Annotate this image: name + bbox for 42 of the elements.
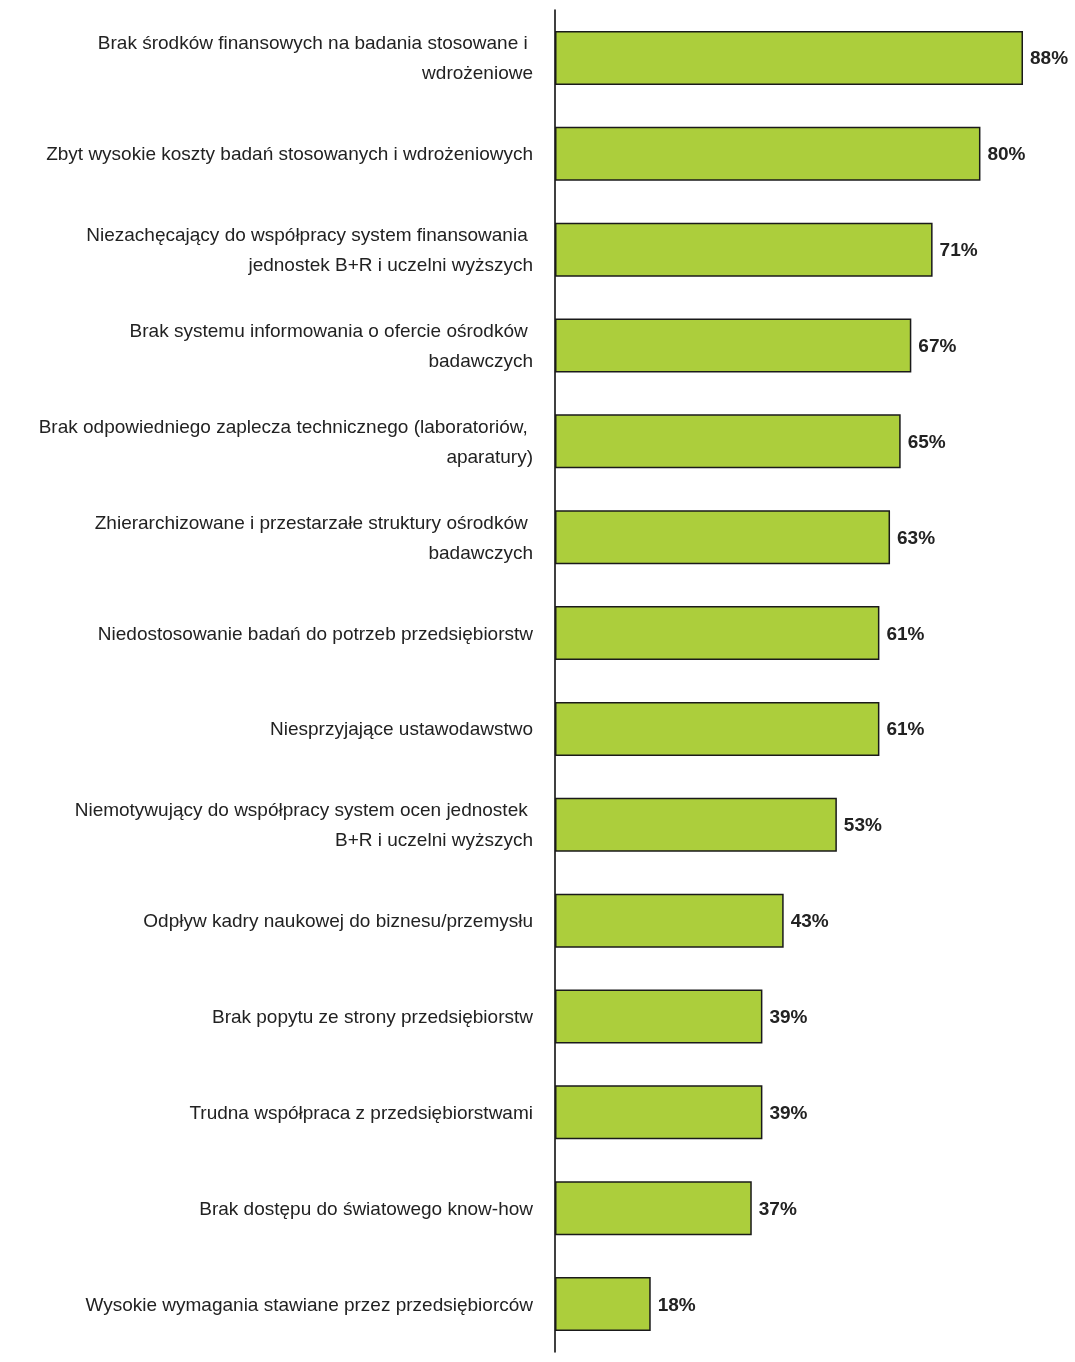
data-label: 71% <box>939 239 978 261</box>
bar <box>555 1181 752 1236</box>
bar <box>555 222 933 277</box>
bar <box>555 797 837 852</box>
y-tick-label: Zhierarchizowane i przestarzałe struktury ośrodków badawczych <box>94 511 533 563</box>
data-label: 61% <box>886 718 925 740</box>
y-tick-label: Niesprzyjające ustawodawstwo <box>270 718 533 740</box>
y-tick-label: Brak środków finansowych na badania stosowane i wdrożeniowe <box>97 32 533 84</box>
y-tick-label: Brak odpowiedniego zaplecza technicznego (laboratoriów, aparatury) <box>38 415 533 467</box>
y-tick-label: Wysokie wymagania stawiane przez przedsiębiorców <box>85 1293 534 1315</box>
y-tick-label: Niemotywujący do współpracy system ocen jednostek B+R i uczelni wyższych <box>74 799 533 851</box>
data-label: 43% <box>790 910 829 932</box>
bar <box>555 893 784 948</box>
bar <box>555 989 763 1044</box>
y-tick-label: Trudna współpraca z przedsiębiorstwami <box>189 1101 533 1123</box>
data-label: 18% <box>657 1293 696 1315</box>
bar <box>555 510 891 565</box>
bar <box>555 126 981 181</box>
y-tick-label: Brak systemu informowania o ofercie ośrodków badawczych <box>129 320 533 371</box>
data-label: 61% <box>886 622 925 644</box>
y-tick-label: Niedostosowanie badań do potrzeb przedsiębiorstw <box>97 622 534 644</box>
y-tick-label: Odpływ kadry naukowej do biznesu/przemysłu <box>143 910 533 932</box>
bar <box>555 1085 763 1140</box>
y-tick-label: Niezachęcający do współpracy system finansowania jednostek B+R i uczelni wyższych <box>86 224 533 276</box>
y-tick-label: Brak popytu ze strony przedsiębiorstw <box>211 1006 534 1027</box>
data-label: 63% <box>897 526 936 548</box>
bar <box>555 606 880 661</box>
bar <box>555 318 912 373</box>
data-label: 39% <box>769 1006 808 1027</box>
data-label: 88% <box>1030 47 1069 69</box>
y-tick-label: Brak dostępu do światowego know-how <box>199 1197 534 1219</box>
data-label: 39% <box>769 1101 808 1123</box>
bar <box>555 1277 651 1332</box>
data-label: 80% <box>987 143 1026 165</box>
y-tick-label: Zbyt wysokie koszty badań stosowanych i wdrożeniowych <box>46 143 533 165</box>
bar <box>555 414 901 469</box>
data-label: 37% <box>758 1197 797 1219</box>
bar <box>555 701 880 756</box>
bar <box>555 30 1023 85</box>
data-label: 67% <box>918 335 957 356</box>
data-label: 53% <box>843 814 882 836</box>
data-label: 65% <box>907 430 946 452</box>
